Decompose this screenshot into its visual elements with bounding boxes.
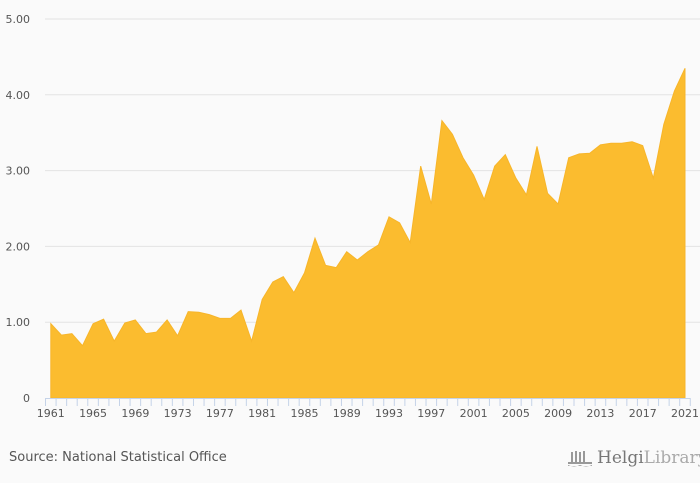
y-tick-label: 2.00	[6, 240, 31, 253]
y-tick-label: 0	[23, 392, 30, 405]
x-tick-label: 1961	[37, 407, 65, 420]
x-tick-label: 1997	[417, 407, 445, 420]
logo-text-bold: Helgi	[597, 448, 644, 468]
x-tick-label: 1993	[375, 407, 403, 420]
x-tick-label: 2013	[586, 407, 614, 420]
x-tick-label: 1969	[121, 407, 149, 420]
x-tick-label: 1981	[248, 407, 276, 420]
y-tick-label: 4.00	[6, 89, 31, 102]
area-series	[50, 68, 686, 399]
x-tick-label: 2021	[671, 407, 699, 420]
helgi-library-logo[interactable]: HelgiLibrary.	[567, 448, 700, 468]
x-tick-label: 1985	[290, 407, 318, 420]
y-tick-label: 5.00	[6, 13, 31, 26]
x-tick-label: 2005	[502, 407, 530, 420]
x-tick-label: 1977	[206, 407, 234, 420]
library-building-icon	[568, 451, 592, 467]
x-tick-label: 2001	[460, 407, 488, 420]
logo-text-light: Library.	[643, 448, 700, 468]
x-tick-label: 2017	[629, 407, 657, 420]
x-tick-label: 1973	[164, 407, 192, 420]
y-tick-label: 1.00	[6, 316, 31, 329]
x-tick-label: 1989	[333, 407, 361, 420]
area-chart: 0 1.00 2.00 3.00 4.00 5.00 1961 1965 1969 1973 197…	[6, 13, 700, 420]
y-tick-label: 3.00	[6, 165, 31, 178]
x-tick-label: 1965	[79, 407, 107, 420]
x-tick-label: 2009	[544, 407, 572, 420]
source-note: Source: National Statistical Office	[9, 450, 227, 465]
